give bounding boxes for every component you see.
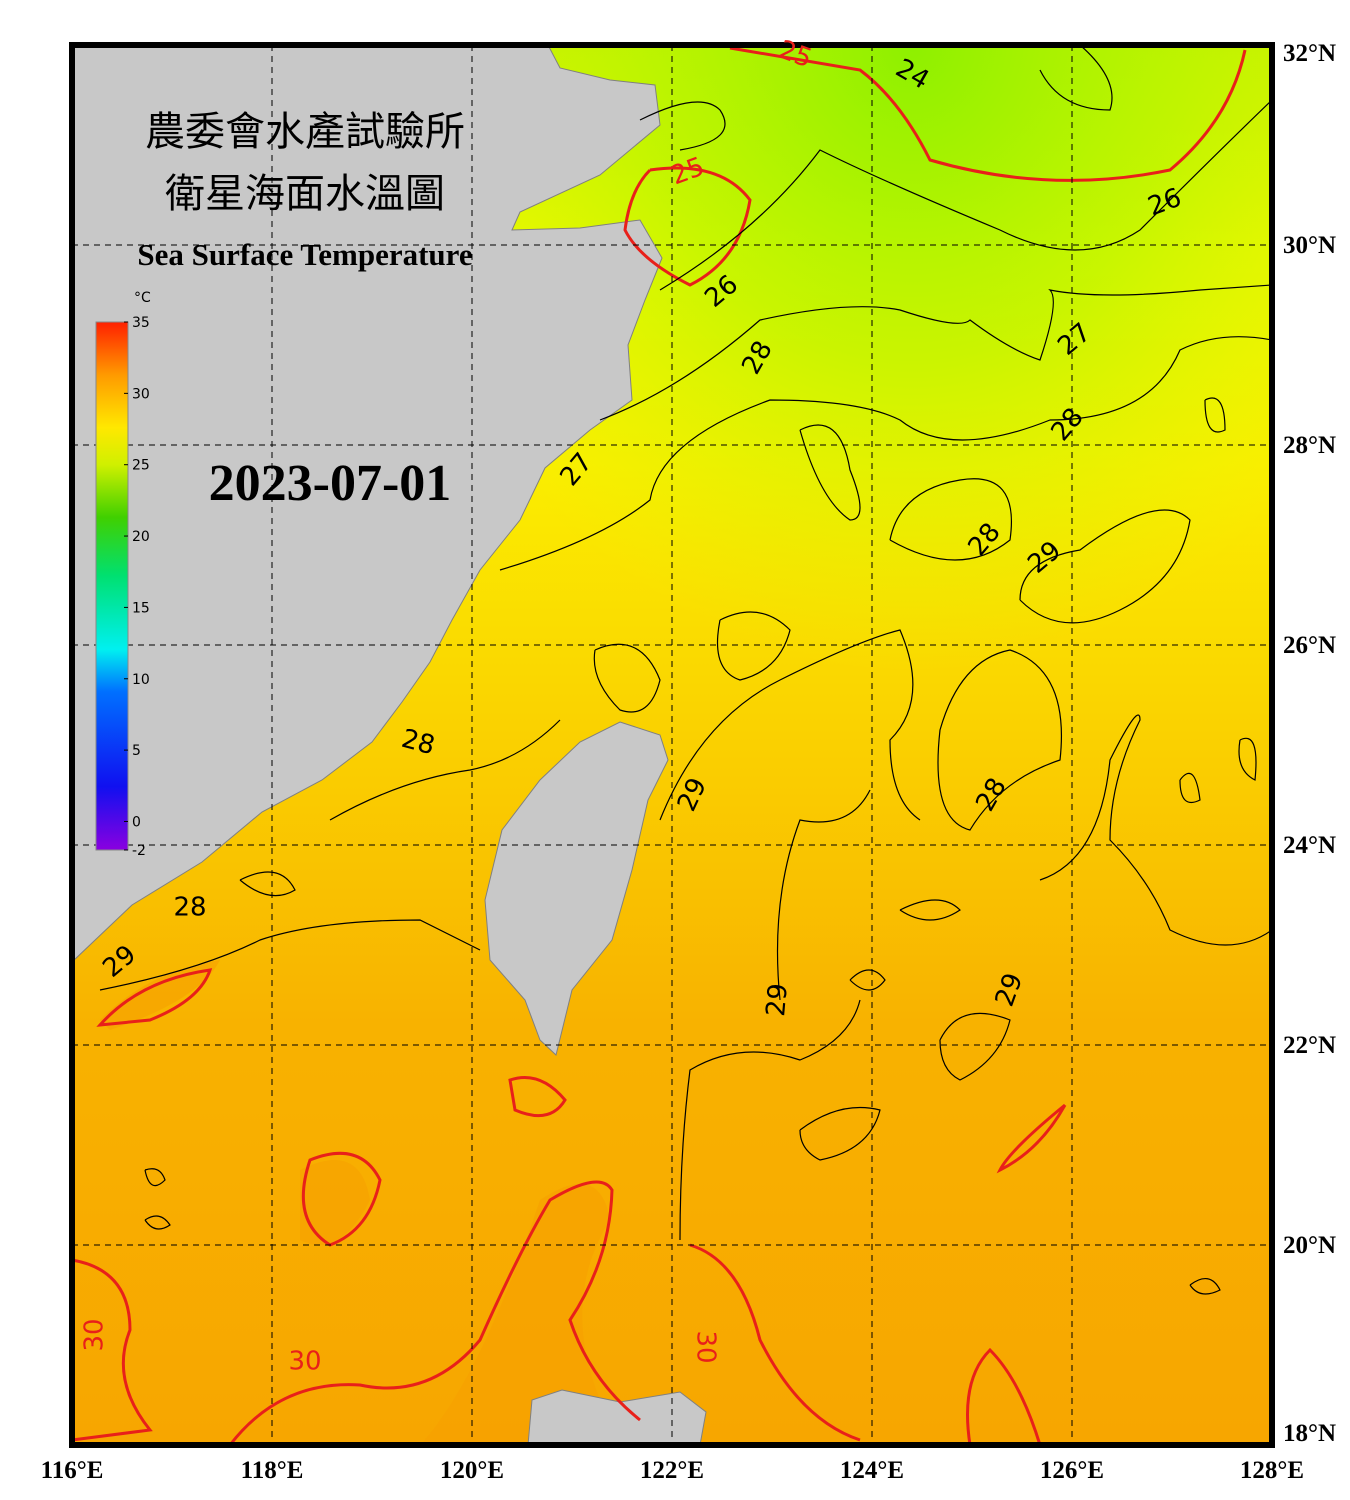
contour-label: 30 <box>691 1330 721 1363</box>
lon-tick-label: 120°E <box>440 1457 504 1484</box>
contour-label: 29 <box>761 982 794 1018</box>
luzon-land <box>527 1389 707 1445</box>
contour-label: 30 <box>288 1347 321 1377</box>
colorbar-tick-label: 10 <box>132 672 150 688</box>
colorbar-unit: °C <box>134 290 151 306</box>
lat-tick-label: 32°N <box>1283 40 1336 67</box>
lat-tick-label: 24°N <box>1283 832 1336 859</box>
lat-tick-label: 18°N <box>1283 1420 1336 1447</box>
lat-tick-label: 30°N <box>1283 232 1336 259</box>
lon-tick-label: 122°E <box>640 1457 704 1484</box>
lon-tick-label: 126°E <box>1040 1457 1104 1484</box>
title-zh: 衛星海面水溫圖 <box>165 171 445 217</box>
map-frame <box>69 42 1275 1448</box>
lon-tick-label: 118°E <box>241 1457 304 1484</box>
colorbar-tick-label: 35 <box>132 315 150 331</box>
title-zh: 農委會水產試驗所 <box>145 109 465 155</box>
lat-tick-label: 22°N <box>1283 1032 1336 1059</box>
lat-tick-label: 26°N <box>1283 632 1336 659</box>
lon-tick-label: 128°E <box>1240 1457 1304 1484</box>
date: 2023-07-01 <box>209 455 452 512</box>
colorbar-tick-label: 15 <box>132 600 150 616</box>
colorbar-tick-label: 20 <box>132 529 150 545</box>
colorbar-tick-label: 25 <box>132 458 150 474</box>
title-en: Sea Surface Temperature <box>137 237 472 272</box>
colorbar-tick-label: 30 <box>132 386 150 402</box>
lat-tick-label: 20°N <box>1283 1232 1336 1259</box>
contour-label: 30 <box>80 1318 110 1351</box>
colorbar-ticks: 35 30 25 20 15 10 5 0 -2 <box>124 315 150 859</box>
lon-tick-label: 124°E <box>840 1457 904 1484</box>
lat-tick-label: 28°N <box>1283 432 1336 459</box>
taiwan-land <box>484 721 669 1056</box>
axis-labels: 116°E 118°E 120°E 122°E 124°E 126°E 128°E 32°N 3… <box>41 40 1336 1484</box>
colorbar-tick-label: -2 <box>132 843 146 859</box>
colorbar-tick-label: 0 <box>132 814 141 830</box>
lon-tick-label: 116°E <box>41 1457 104 1484</box>
colorbar-tick-label: 5 <box>132 743 141 759</box>
contour-label: 28 <box>173 893 206 923</box>
colorbar <box>95 321 129 851</box>
warm-zone <box>100 960 610 1445</box>
